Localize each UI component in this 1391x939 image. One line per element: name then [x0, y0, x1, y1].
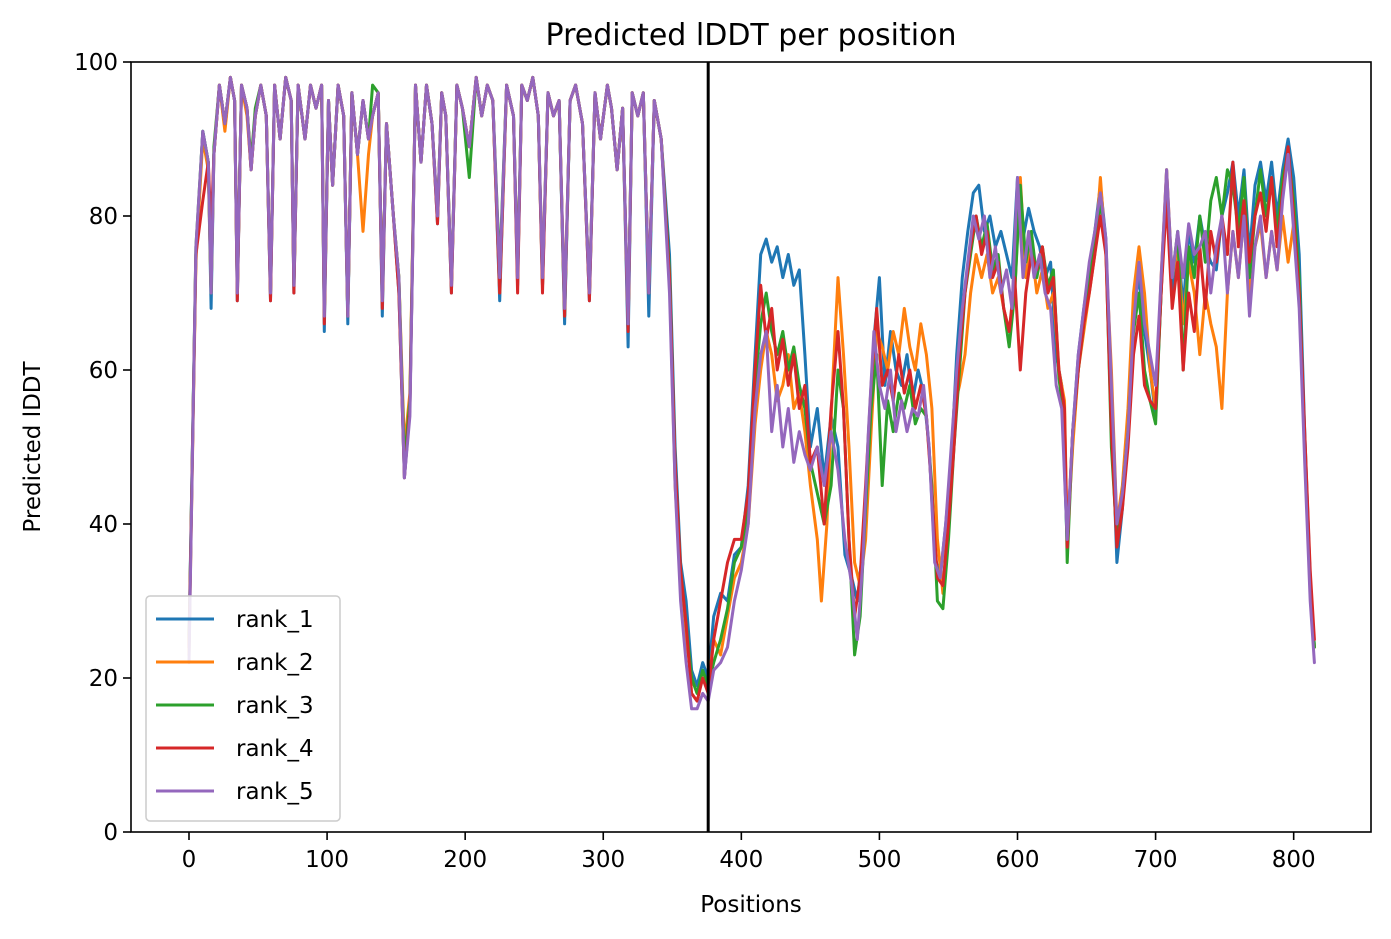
x-tick-label: 400 — [719, 847, 763, 873]
x-tick-label: 800 — [1272, 847, 1316, 873]
y-axis-ticks: 0 20 40 60 80 100 — [74, 50, 131, 846]
y-tick-label: 40 — [89, 512, 118, 538]
y-tick-label: 60 — [89, 358, 118, 384]
x-tick-label: 500 — [857, 847, 901, 873]
x-tick-label: 100 — [305, 847, 349, 873]
legend: rank_1 rank_2 rank_3 rank_4 rank_5 — [145, 595, 341, 822]
y-tick-label: 20 — [89, 666, 118, 692]
series-layer — [187, 75, 1316, 711]
y-axis-label: Predicted lDDT — [20, 360, 46, 532]
x-tick-label: 600 — [996, 847, 1040, 873]
x-tick-label: 300 — [581, 847, 625, 873]
x-tick-label: 200 — [443, 847, 487, 873]
legend-box — [145, 595, 341, 822]
legend-label-rank-2: rank_2 — [236, 650, 314, 676]
legend-label-rank-4: rank_4 — [236, 736, 314, 762]
legend-label-rank-3: rank_3 — [236, 693, 314, 719]
series-line-rank-5 — [187, 75, 1316, 711]
legend-label-rank-1: rank_1 — [236, 607, 314, 633]
y-tick-label: 100 — [74, 50, 118, 76]
chart-title: Predicted lDDT per position — [546, 18, 957, 53]
plot-frame — [130, 61, 1372, 833]
legend-label-rank-5: rank_5 — [236, 779, 314, 805]
x-tick-label: 700 — [1134, 847, 1178, 873]
y-tick-label: 0 — [103, 820, 118, 846]
x-axis-ticks: 0 100 200 300 400 500 600 700 800 — [182, 832, 1316, 873]
x-tick-label: 0 — [182, 847, 197, 873]
x-axis-label: Positions — [700, 892, 802, 918]
y-tick-label: 80 — [89, 204, 118, 230]
